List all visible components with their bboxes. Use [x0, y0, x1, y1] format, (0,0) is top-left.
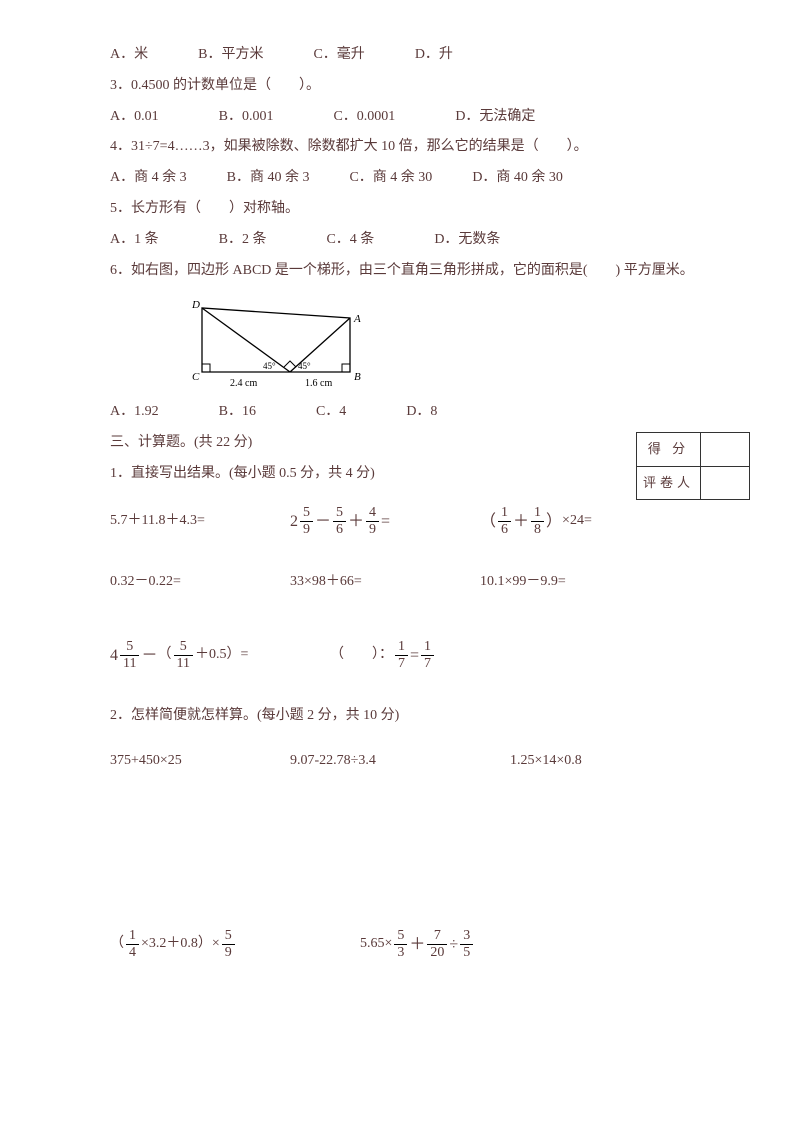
p1-r2c1: 0.32－0.22= — [110, 567, 290, 598]
opt-c: C．4 条 — [326, 225, 374, 256]
p1-r1c1: 5.7＋11.8＋4.3= — [110, 506, 290, 537]
opt-b: B．商 40 余 3 — [227, 163, 310, 194]
score-box: 得 分 评卷人 — [636, 432, 750, 500]
opt-d: D．8 — [406, 397, 437, 428]
p2-row1: 375+450×25 9.07-22.78÷3.4 1.25×14×0.8 — [110, 746, 710, 777]
angle-2: 45° — [298, 361, 311, 371]
p1-row2: 0.32－0.22= 33×98＋66= 10.1×99－9.9= — [110, 567, 710, 598]
opt-a: A．米 — [110, 40, 148, 71]
section3-title: 三、计算题。(共 22 分) — [110, 428, 710, 459]
q4-stem: 4．31÷7=4……3，如果被除数、除数都扩大 10 倍，那么它的结果是（ ）。 — [110, 132, 710, 163]
p2-r1c2: 9.07-22.78÷3.4 — [290, 746, 510, 777]
opt-b: B．0.001 — [219, 102, 274, 133]
opt-b: B．2 条 — [219, 225, 267, 256]
p2-r1c3: 1.25×14×0.8 — [510, 746, 582, 777]
opt-c: C．毫升 — [313, 40, 364, 71]
label-C: C — [192, 371, 200, 383]
p1-r2c3: 10.1×99－9.9= — [480, 567, 566, 598]
opt-c: C．商 4 余 30 — [349, 163, 432, 194]
q4-options: A．商 4 余 3 B．商 40 余 3 C．商 4 余 30 D．商 40 余… — [110, 163, 710, 194]
grader-blank — [701, 466, 750, 500]
q2-options: A．米 B．平方米 C．毫升 D．升 — [110, 40, 710, 71]
opt-c: C．0.0001 — [333, 102, 395, 133]
p1-r1c2: 2 59 － 56 ＋ 49 = — [290, 504, 480, 539]
angle-1: 45° — [263, 361, 276, 371]
p2-r2c2: 5.65× 53 ＋ 720 ÷ 35 — [360, 927, 475, 962]
p1-row1: 5.7＋11.8＋4.3= 2 59 － 56 ＋ 49 = （ 16 ＋ 18… — [110, 504, 710, 539]
q5-stem: 5．长方形有（ ）对称轴。 — [110, 194, 710, 225]
q6-stem: 6．如右图，四边形 ABCD 是一个梯形，由三个直角三角形拼成，它的面积是( )… — [110, 256, 710, 287]
opt-a: A．1.92 — [110, 397, 159, 428]
q5-options: A．1 条 B．2 条 C．4 条 D．无数条 — [110, 225, 710, 256]
q3-stem: 3．0.4500 的计数单位是（ ）。 — [110, 71, 710, 102]
q6-options: A．1.92 B．16 C．4 D．8 — [110, 397, 710, 428]
opt-a: A．商 4 余 3 — [110, 163, 187, 194]
dim-2: 1.6 cm — [305, 378, 332, 389]
p2-r2c1: （ 14 ×3.2＋0.8）× 59 — [110, 928, 360, 960]
p1-r3c2: （ ）： 17 = 17 — [330, 638, 436, 673]
opt-d: D．商 40 余 30 — [472, 163, 563, 194]
p1-r1c3: （ 16 ＋ 18 ） ×24= — [480, 504, 592, 539]
score-label: 得 分 — [636, 433, 700, 467]
p2-title: 2．怎样简便就怎样算。(每小题 2 分，共 10 分) — [110, 701, 710, 732]
p1-title: 1．直接写出结果。(每小题 0.5 分，共 4 分) — [110, 459, 710, 490]
p1-r2c2: 33×98＋66= — [290, 567, 480, 598]
q6-figure: D A C B 45° 45° 2.4 cm 1.6 cm — [190, 294, 710, 393]
p2-row2: （ 14 ×3.2＋0.8）× 59 5.65× 53 ＋ 720 ÷ 35 — [110, 927, 710, 962]
dim-1: 2.4 cm — [230, 378, 257, 389]
opt-b: B．平方米 — [198, 40, 263, 71]
label-A: A — [353, 313, 361, 325]
label-D: D — [191, 299, 200, 311]
opt-a: A．1 条 — [110, 225, 159, 256]
opt-d: D．升 — [415, 40, 453, 71]
grader-label: 评卷人 — [636, 466, 700, 500]
label-B: B — [354, 371, 361, 383]
opt-a: A．0.01 — [110, 102, 159, 133]
p1-row3: 4 511 － （ 511 ＋0.5）= （ ）： 17 = 17 — [110, 638, 710, 673]
opt-d: D．无数条 — [434, 225, 500, 256]
q3-options: A．0.01 B．0.001 C．0.0001 D．无法确定 — [110, 102, 710, 133]
p1-r3c1: 4 511 － （ 511 ＋0.5）= — [110, 638, 330, 673]
opt-d: D．无法确定 — [455, 102, 535, 133]
opt-b: B．16 — [219, 397, 256, 428]
p2-r1c1: 375+450×25 — [110, 746, 290, 777]
opt-c: C．4 — [316, 397, 346, 428]
score-blank — [701, 433, 750, 467]
